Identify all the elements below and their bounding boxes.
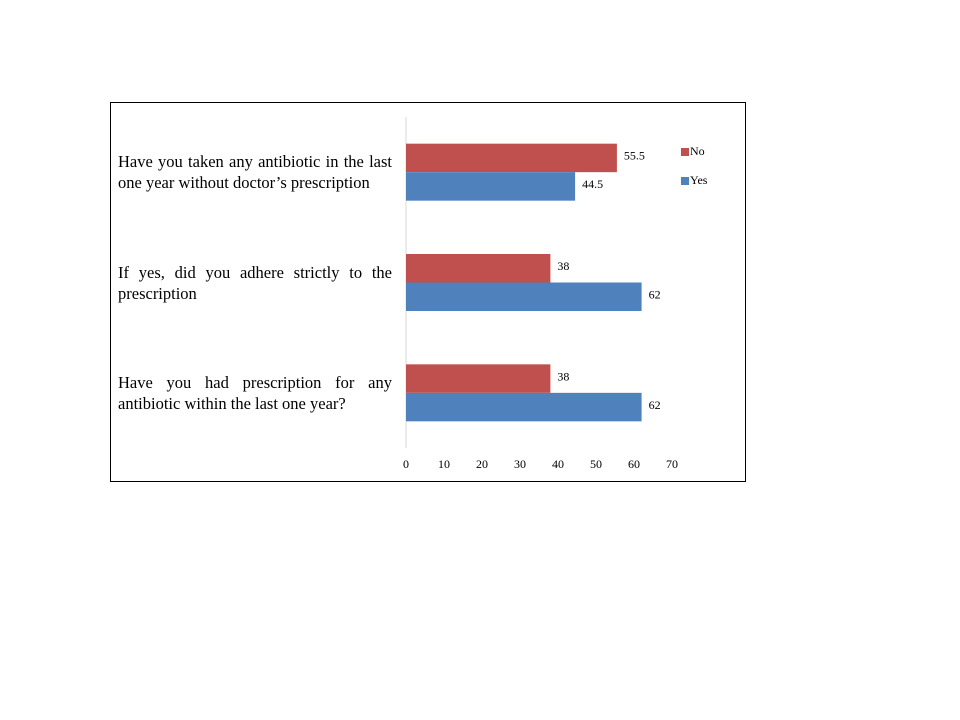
- x-tick-label: 70: [666, 457, 678, 471]
- data-label: 62: [649, 398, 661, 412]
- x-tick-label: 10: [438, 457, 450, 471]
- x-tick-label: 20: [476, 457, 488, 471]
- x-tick-label: 50: [590, 457, 602, 471]
- legend-swatch: [681, 177, 689, 185]
- x-tick-label: 0: [403, 457, 409, 471]
- legend-swatch: [681, 148, 689, 156]
- bar: [406, 143, 617, 173]
- bar: [406, 392, 642, 422]
- bar: [406, 282, 642, 311]
- legend-label: Yes: [690, 173, 708, 187]
- bar: [406, 172, 576, 201]
- x-tick-label: 40: [552, 457, 564, 471]
- x-tick-label: 30: [514, 457, 526, 471]
- data-label: 44.5: [582, 177, 603, 191]
- category-label: Have you taken any antibiotic in the las…: [118, 152, 392, 193]
- bar: [406, 254, 551, 283]
- data-label: 38: [557, 259, 569, 273]
- bar: [406, 364, 551, 393]
- data-label: 62: [649, 288, 661, 302]
- x-tick-label: 60: [628, 457, 640, 471]
- data-label: 55.5: [624, 149, 645, 163]
- legend-label: No: [690, 144, 705, 158]
- chart-frame: [110, 102, 746, 482]
- data-label: 38: [557, 369, 569, 383]
- category-label: If yes, did you adhere strictly to the p…: [118, 262, 392, 303]
- category-label: Have you had prescription for any antibi…: [118, 372, 392, 413]
